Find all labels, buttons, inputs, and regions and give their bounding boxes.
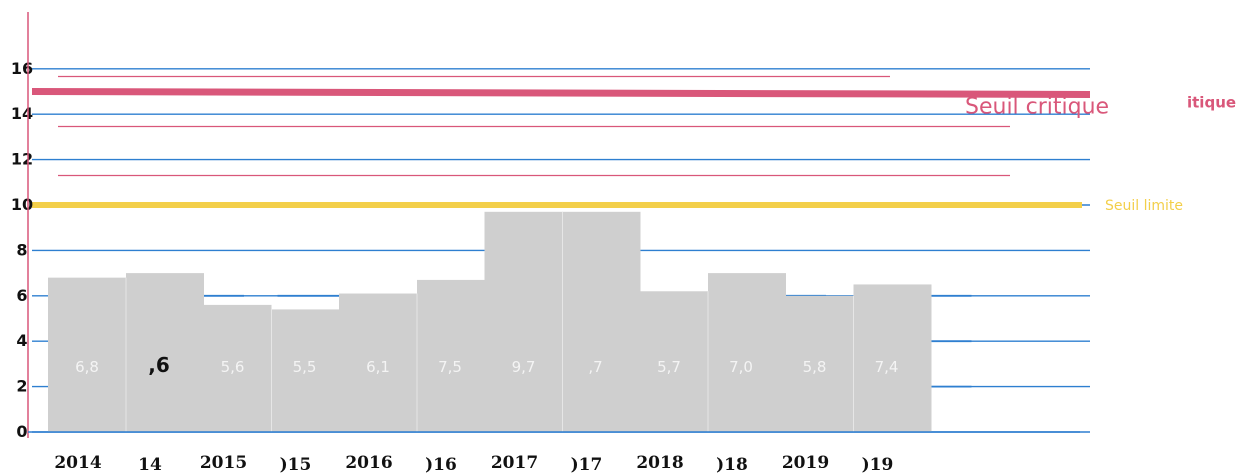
y-tick-label: 12 <box>11 150 33 169</box>
x-tick-label: 2018 <box>636 453 683 473</box>
bar-2017-2 <box>562 211 641 432</box>
bar-2015-1 <box>193 304 272 432</box>
x-tick-label: 2015 <box>200 453 247 473</box>
x-tick-label-secondary: )18 <box>716 455 748 474</box>
y-tick-label: 16 <box>11 59 33 78</box>
x-tick-label-secondary: )16 <box>425 455 457 474</box>
value-labels: 6,8 ,6 5,6 5,5 6,1 7,5 9,7 ,7 5,7 7,0 5,8 7,4 <box>75 353 898 377</box>
value-label: 5,6 <box>221 358 245 376</box>
bars <box>48 211 932 432</box>
value-label: 5,7 <box>657 358 681 376</box>
x-tick-label: 2016 <box>345 453 392 473</box>
x-tick-label-secondary: 14 <box>138 455 162 474</box>
value-label: 6,8 <box>75 358 99 376</box>
bar-2016-2 <box>417 279 495 432</box>
bar-2016-1 <box>339 293 417 432</box>
value-label: 5,8 <box>803 358 827 376</box>
bar-2014-2 <box>126 273 204 432</box>
y-tick-label: 14 <box>11 104 33 123</box>
x-tick-label: 2019 <box>782 453 829 473</box>
y-tick-label: 8 <box>16 240 27 259</box>
bar-2018-1 <box>630 291 708 432</box>
y-axis: 0 2 4 6 8 10 12 14 16 <box>11 12 33 441</box>
x-tick-label-secondary: )15 <box>280 455 312 474</box>
bar-2017-1 <box>484 211 563 432</box>
value-label-secondary: ,6 <box>148 353 170 377</box>
y-tick-label: 10 <box>11 195 33 214</box>
value-label-secondary: 7,0 <box>729 358 753 376</box>
threshold-label-critical-extra: itique <box>1187 94 1236 112</box>
y-tick-label: 6 <box>16 286 27 305</box>
value-label-secondary: 7,5 <box>438 358 462 376</box>
x-tick-label-secondary: )17 <box>571 455 603 474</box>
value-label-secondary: 5,5 <box>293 358 317 376</box>
bar-2018-2 <box>708 273 786 432</box>
threshold-label-limit: Seuil limite <box>1105 198 1183 214</box>
value-label-secondary: 7,4 <box>875 358 899 376</box>
bar-2015-2 <box>271 309 350 432</box>
threshold-label-critical: Seuil critique <box>965 95 1109 120</box>
bar-2019-1 <box>775 295 854 432</box>
bar-2019-2 <box>853 284 932 432</box>
x-tick-label-secondary: )19 <box>862 455 894 474</box>
threshold-lines: Seuil critique itique Seuil limite <box>31 75 1236 214</box>
y-tick-label: 0 <box>16 422 27 441</box>
y-tick-label: 2 <box>16 377 27 396</box>
value-label: 9,7 <box>512 358 536 376</box>
x-tick-label: 2017 <box>491 453 538 473</box>
y-tick-label: 4 <box>16 331 27 350</box>
x-tick-label: 2014 <box>54 453 101 473</box>
threshold-line-critical <box>31 88 1091 98</box>
bar-2014-1 <box>48 277 126 432</box>
x-axis: 2014 14 2015 )15 2016 )16 2017 )17 2018 )18 2019 )1… <box>28 431 1080 474</box>
value-label: 6,1 <box>366 358 390 376</box>
value-label-secondary: ,7 <box>588 358 602 376</box>
